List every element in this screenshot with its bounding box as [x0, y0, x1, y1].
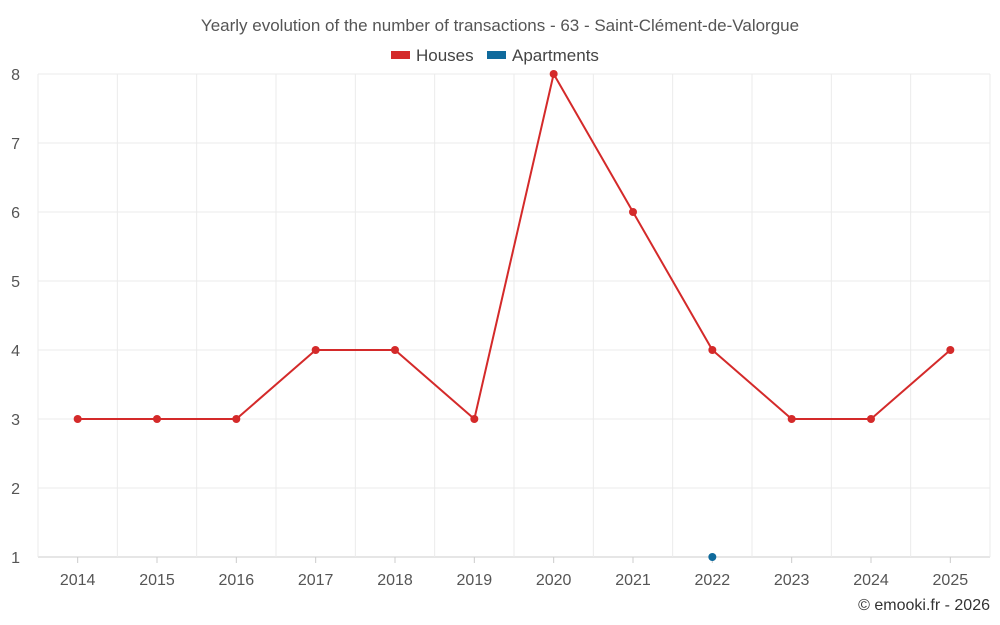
data-point-houses[interactable] [708, 346, 717, 354]
chart-title: Yearly evolution of the number of transa… [201, 16, 799, 35]
legend-label-apartments: Apartments [512, 46, 599, 65]
legend-item-houses[interactable]: Houses [391, 46, 474, 65]
y-tick-label: 3 [11, 412, 20, 429]
y-tick-label: 7 [11, 136, 20, 153]
series [73, 70, 955, 561]
x-tick-label: 2024 [853, 572, 889, 589]
legend: Houses Apartments [391, 46, 599, 65]
grid [37, 73, 991, 558]
x-tick-label: 2017 [298, 572, 334, 589]
x-tick-label: 2020 [536, 572, 572, 589]
data-point-houses[interactable] [549, 70, 558, 78]
y-tick-label: 2 [11, 481, 20, 498]
x-tick-label: 2015 [139, 572, 175, 589]
x-tick-label: 2014 [60, 572, 96, 589]
credit-text: © emooki.fr - 2026 [858, 597, 990, 614]
data-point-houses[interactable] [787, 415, 796, 423]
legend-item-apartments[interactable]: Apartments [487, 46, 599, 65]
x-tick-label: 2018 [377, 572, 413, 589]
data-point-houses[interactable] [867, 415, 875, 423]
data-point-houses[interactable] [153, 415, 161, 423]
legend-label-houses: Houses [416, 46, 474, 65]
x-axis-ticks: 2014 2015 2016 2017 2018 2019 2020 2021 2022 2023… [60, 557, 968, 589]
data-point-houses[interactable] [311, 346, 320, 354]
data-point-houses[interactable] [73, 415, 82, 423]
y-tick-label: 4 [11, 343, 20, 360]
legend-swatch-apartments [487, 51, 506, 59]
x-tick-label: 2021 [615, 572, 651, 589]
x-tick-label: 2025 [933, 572, 969, 589]
x-tick-label: 2016 [219, 572, 255, 589]
data-point-houses[interactable] [391, 346, 399, 354]
x-tick-label: 2022 [695, 572, 731, 589]
data-point-houses[interactable] [629, 208, 637, 216]
legend-swatch-houses [391, 51, 410, 59]
series-line-houses [77, 73, 951, 420]
y-tick-label: 8 [11, 67, 20, 84]
y-tick-label: 5 [11, 274, 20, 291]
x-tick-label: 2019 [457, 572, 493, 589]
y-tick-label: 6 [11, 205, 20, 222]
data-point-houses[interactable] [946, 346, 955, 354]
data-point-houses[interactable] [232, 415, 241, 423]
y-tick-label: 1 [11, 550, 20, 567]
data-point-houses[interactable] [470, 415, 479, 423]
x-tick-label: 2023 [774, 572, 810, 589]
y-axis-ticks: 1 2 3 4 5 6 7 8 [11, 67, 20, 567]
data-point-apartments[interactable] [708, 553, 717, 561]
